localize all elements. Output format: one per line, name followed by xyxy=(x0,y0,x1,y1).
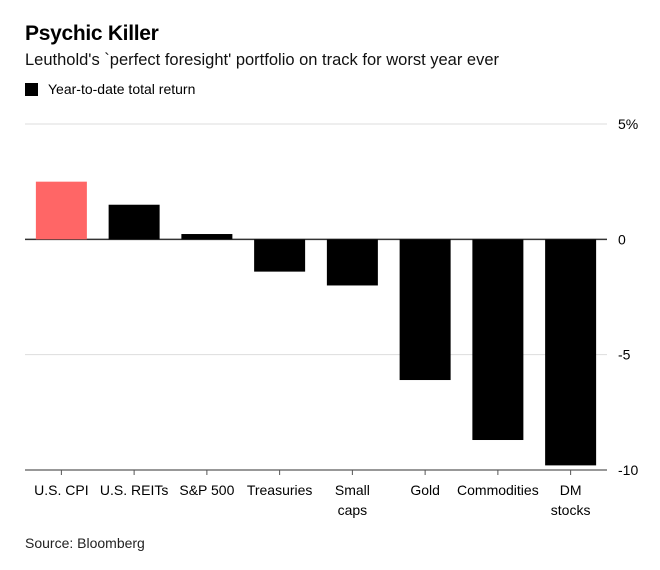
x-tick-label-line: Small xyxy=(335,482,370,498)
bar xyxy=(35,181,87,240)
x-tick-label: Small caps xyxy=(335,482,370,518)
legend: Year-to-date total return xyxy=(25,81,195,97)
x-tick-label-line: U.S. CPI xyxy=(34,482,88,498)
legend-label: Year-to-date total return xyxy=(48,81,196,97)
x-tick-label-line: Gold xyxy=(410,482,440,498)
x-tick-label: U.S. REITs xyxy=(100,482,168,498)
x-tick-label-line: S&P 500 xyxy=(179,482,234,498)
x-tick-label-line: stocks xyxy=(551,502,591,518)
bar xyxy=(108,204,160,240)
y-tick-label: 0 xyxy=(618,231,626,247)
bar xyxy=(472,239,524,441)
bar xyxy=(545,239,597,466)
x-tick-label: Treasuries xyxy=(247,482,313,498)
x-tick-label: U.S. CPI xyxy=(34,482,88,498)
y-tick-label: -10 xyxy=(618,462,638,478)
x-tick-label-line: DM xyxy=(560,482,582,498)
x-tick-label-line: caps xyxy=(338,502,368,518)
legend-swatch xyxy=(25,82,38,96)
x-tick-label: S&P 500 xyxy=(179,482,234,498)
x-tick-label-line: U.S. REITs xyxy=(100,482,168,498)
x-tick-label: Commodities xyxy=(457,482,539,498)
x-tick-label: Gold xyxy=(410,482,440,498)
x-tick-label-line: Commodities xyxy=(457,482,539,498)
y-tick-label: 5% xyxy=(618,116,638,132)
bar xyxy=(254,239,306,272)
bar-chart: 5% 0 -5 -10 U.S. CPI U.S. REITs S&P 500 Treasur… xyxy=(25,116,638,518)
y-tick-label: -5 xyxy=(618,347,631,363)
chart-subtitle: Leuthold's `perfect foresight' portfolio… xyxy=(25,51,500,69)
bar xyxy=(326,239,378,286)
chart-title: Psychic Killer xyxy=(25,22,159,45)
source-note: Source: Bloomberg xyxy=(25,535,145,551)
bar xyxy=(181,234,233,240)
x-tick-label: DM stocks xyxy=(551,482,591,518)
x-tick-label-line: Treasuries xyxy=(247,482,313,498)
bar xyxy=(399,239,451,381)
